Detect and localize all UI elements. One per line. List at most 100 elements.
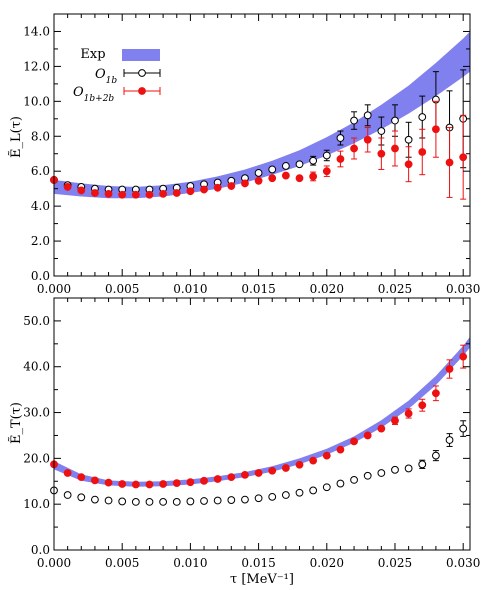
data-point-o1b2b	[63, 183, 72, 191]
data-point-o1b	[322, 149, 331, 162]
legend-label-exp: Exp	[80, 47, 105, 62]
plot-frame	[53, 297, 471, 551]
data-point-o1b2b	[459, 114, 468, 200]
data-point-o1b2b	[145, 190, 154, 199]
x-tick-label: 0.010	[173, 556, 207, 570]
data-point-o1b2b	[254, 469, 263, 477]
data-point-o1b2b	[241, 470, 249, 479]
data-point-o1b	[350, 111, 358, 130]
data-point-o1b2b	[104, 190, 113, 198]
data-point-o1b	[404, 464, 413, 473]
x-tick-label: 0.010	[173, 282, 207, 296]
y-tick-label: 50.0	[23, 314, 50, 328]
data-point-o1b	[227, 496, 236, 504]
data-point-o1b2b	[241, 179, 249, 188]
exp-band-longitudinal	[54, 31, 470, 199]
data-point-o1b	[363, 104, 372, 127]
data-point-o1b	[145, 497, 154, 506]
data-point-o1b	[295, 488, 304, 497]
data-point-o1b2b	[363, 431, 372, 440]
legend-marker-o1b	[123, 69, 161, 77]
data-point-o1b2b	[186, 187, 195, 196]
data-point-o1b2b	[268, 174, 277, 183]
y-tick-label: 6.0	[31, 164, 50, 178]
data-series-longitudinal	[50, 69, 468, 200]
legend-swatch-exp	[122, 49, 160, 61]
data-point-o1b	[432, 450, 440, 462]
data-point-o1b2b	[227, 182, 236, 190]
data-point-o1b	[254, 169, 263, 177]
data-point-o1b2b	[295, 174, 304, 183]
data-point-o1b2b	[445, 359, 454, 379]
data-point-o1b	[200, 497, 208, 505]
y-tick-label: 40.0	[23, 360, 50, 374]
x-tick-label: 0.030	[446, 282, 480, 296]
data-point-o1b	[268, 492, 277, 501]
x-tick-label: 0.020	[310, 282, 344, 296]
data-point-o1b	[309, 155, 318, 166]
data-point-o1b2b	[309, 456, 318, 465]
data-point-o1b	[104, 496, 113, 505]
y-tick-label: 10.0	[23, 94, 50, 108]
x-tick-label: 0.020	[310, 556, 344, 570]
x-tick-label: 0.000	[37, 282, 71, 296]
y-tick-label: 12.0	[23, 59, 50, 73]
data-point-o1b2b	[63, 469, 72, 477]
x-tick-label: 0.025	[378, 556, 412, 570]
data-point-o1b	[377, 469, 386, 477]
y-tick-label: 30.0	[23, 406, 50, 420]
data-point-o1b2b	[172, 189, 181, 197]
data-point-o1b	[445, 433, 454, 447]
data-point-o1b	[336, 479, 345, 488]
data-point-o1b2b	[377, 137, 386, 170]
data-point-o1b2b	[336, 445, 345, 454]
x-tick-label: 0.015	[241, 282, 275, 296]
y-tick-label: 0.0	[31, 269, 50, 283]
legend: Exp O1b O1b+2b	[73, 47, 161, 104]
axes-transverse	[53, 297, 471, 551]
data-point-o1b2b	[104, 478, 113, 487]
data-point-o1b	[281, 491, 290, 499]
data-point-o1b2b	[377, 424, 386, 433]
legend-label-o1b2b: O1b+2b	[73, 85, 114, 104]
panel-transverse: 0.000 0.005 0.010 0.015 0.020 0.025 0.030 0.0 10…	[8, 297, 480, 587]
data-point-o1b2b	[336, 150, 345, 168]
data-point-o1b	[295, 160, 304, 169]
data-point-o1b2b	[131, 480, 140, 489]
x-tick-label: 0.015	[241, 556, 275, 570]
data-point-o1b	[118, 497, 127, 506]
data-point-o1b	[159, 497, 168, 506]
data-point-o1b2b	[432, 385, 440, 402]
y-tick-label: 2.0	[31, 234, 50, 248]
x-axis-label: τ [MeV⁻¹]	[230, 572, 294, 587]
data-point-o1b2b	[391, 130, 399, 167]
data-point-o1b2b	[159, 480, 168, 488]
data-point-o1b2b	[118, 190, 127, 199]
data-point-o1b2b	[295, 460, 304, 469]
data-point-o1b2b	[459, 344, 468, 369]
data-point-o1b	[459, 420, 468, 437]
data-point-o1b2b	[445, 127, 454, 198]
y-tick-label: 10.0	[23, 497, 50, 511]
data-point-o1b2b	[322, 165, 331, 177]
data-point-o1b	[336, 130, 345, 146]
y-tick-label: 0.0	[31, 543, 50, 557]
data-point-o1b	[322, 483, 331, 492]
data-point-o1b	[241, 495, 249, 504]
x-tick-label: 0.000	[37, 556, 71, 570]
data-point-o1b2b	[404, 146, 413, 183]
panel-longitudinal: 0.000 0.005 0.010 0.015 0.020 0.025 0.030 0.0 2.…	[8, 13, 480, 296]
data-point-o1b	[186, 497, 195, 506]
data-point-o1b	[281, 162, 290, 170]
axes-longitudinal	[53, 13, 471, 277]
data-point-o1b2b	[145, 480, 154, 489]
data-point-o1b	[309, 486, 318, 495]
data-point-o1b	[91, 495, 99, 504]
data-point-o1b2b	[391, 416, 399, 425]
legend-label-o1b: O1b	[95, 67, 117, 86]
data-point-o1b2b	[418, 128, 427, 176]
data-point-o1b	[77, 493, 86, 502]
data-point-o1b	[418, 459, 427, 469]
y-axis-label-longitudinal: Ẽ_L(τ)	[8, 116, 24, 158]
data-point-o1b2b	[77, 473, 86, 482]
